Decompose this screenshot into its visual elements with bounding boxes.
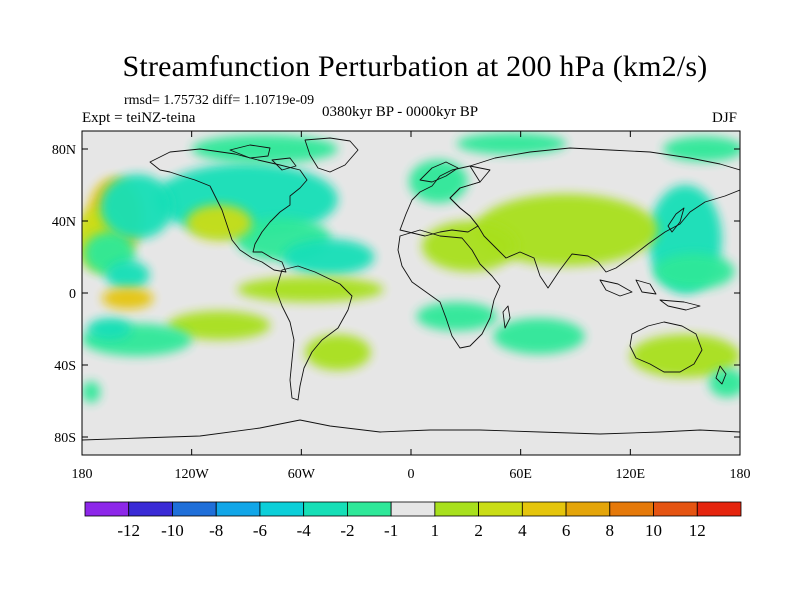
colorbar-swatch-8 xyxy=(434,501,480,517)
coast-africa xyxy=(397,229,501,349)
anomaly-blob-22 xyxy=(421,221,518,272)
anomaly-blob-6 xyxy=(283,239,375,275)
anomaly-blob-25 xyxy=(493,318,585,355)
colorbar-label-8: 2 xyxy=(474,521,483,540)
coast-asia xyxy=(449,147,740,289)
anomaly-blob-14 xyxy=(304,334,371,371)
y-tick-label-1: 40N xyxy=(52,215,76,230)
anomaly-blob-23 xyxy=(654,253,735,290)
x-tick-label-5: 120E xyxy=(616,467,646,482)
coast-canada-islands xyxy=(229,144,297,171)
colorbar-swatch-13 xyxy=(653,501,698,517)
x-axis: 180 120W 60W 0 60E 120E 180 xyxy=(72,131,751,482)
y-tick-label-0: 80N xyxy=(52,143,76,158)
experiment-label: Expt = teiNZ-teina xyxy=(82,110,196,126)
y-axis: 80N 40N 0 40S 80S xyxy=(52,143,740,446)
coast-australia xyxy=(629,321,703,373)
colorbar-swatch-7 xyxy=(390,501,436,517)
colorbar: -12 -10 -8 -6 -4 -2 -1 1 2 4 6 8 10 12 xyxy=(84,501,742,540)
x-tick-label-1: 120W xyxy=(175,467,210,482)
colorbar-label-7: 1 xyxy=(431,521,440,540)
anomaly-blob-18 xyxy=(456,132,567,155)
colorbar-swatch-4 xyxy=(259,501,305,517)
coast-greenland xyxy=(304,137,359,173)
y-tick-label-2: 0 xyxy=(69,287,76,302)
anomaly-blob-9 xyxy=(237,276,384,302)
colorbar-label-4: -4 xyxy=(297,521,312,540)
period-label: 0380kyr BP - 0000kyr BP xyxy=(322,104,479,120)
coast-madagascar xyxy=(502,305,511,329)
colorbar-label-13: 12 xyxy=(689,521,706,540)
colorbar-swatch-11 xyxy=(565,501,611,517)
colorbar-label-1: -10 xyxy=(161,521,184,540)
anomaly-blob-10 xyxy=(105,260,150,290)
colorbar-swatch-2 xyxy=(172,501,217,517)
colorbar-label-5: -2 xyxy=(340,521,354,540)
colorbar-label-3: -6 xyxy=(253,521,267,540)
x-tick-label-0: 180 xyxy=(72,467,93,482)
anomaly-blob-16 xyxy=(82,381,101,403)
x-tick-label-2: 60W xyxy=(288,467,316,482)
colorbar-swatch-0 xyxy=(84,501,130,517)
x-tick-label-6: 180 xyxy=(730,467,751,482)
anomaly-blob-24 xyxy=(416,302,497,331)
coast-antarctica xyxy=(82,419,740,441)
coast-japan xyxy=(667,207,685,233)
colorbar-label-11: 8 xyxy=(606,521,615,540)
anomaly-blob-7 xyxy=(191,134,338,164)
y-tick-label-4: 80S xyxy=(54,431,76,446)
colorbar-swatch-3 xyxy=(215,501,261,517)
colorbar-swatch-9 xyxy=(478,501,523,517)
colorbar-label-2: -8 xyxy=(209,521,223,540)
colorbar-swatch-6 xyxy=(346,501,392,517)
anomaly-blob-8 xyxy=(186,204,252,241)
colorbar-label-0: -12 xyxy=(117,521,140,540)
anomaly-blob-13 xyxy=(87,318,132,340)
anomaly-blob-21 xyxy=(474,194,658,266)
colorbar-swatch-10 xyxy=(521,501,567,517)
anomaly-blob-17 xyxy=(409,159,468,203)
chart-title: Streamfunction Perturbation at 200 hPa (… xyxy=(122,50,708,83)
anomaly-blob-11 xyxy=(167,311,271,340)
colorbar-swatch-12 xyxy=(609,501,654,517)
y-tick-label-3: 40S xyxy=(54,359,76,374)
anomaly-blob-4 xyxy=(100,174,174,240)
colorbar-label-9: 4 xyxy=(518,521,527,540)
anomaly-blob-26 xyxy=(630,334,740,378)
anomaly-layer xyxy=(82,132,740,403)
colorbar-label-6: -1 xyxy=(384,521,398,540)
coast-south-america xyxy=(275,265,353,401)
colorbar-swatch-5 xyxy=(303,501,348,517)
season-label: DJF xyxy=(712,110,738,126)
coast-new-zealand xyxy=(715,365,727,385)
x-tick-label-3: 0 xyxy=(408,467,415,482)
colorbar-swatch-14 xyxy=(696,501,742,517)
coast-southeast-asia xyxy=(599,279,701,311)
colorbar-label-10: 6 xyxy=(562,521,571,540)
coastlines xyxy=(82,137,740,441)
colorbar-label-12: 10 xyxy=(645,521,662,540)
colorbar-swatch-1 xyxy=(128,501,173,517)
stats-text: rmsd= 1.75732 diff= 1.10719e-09 xyxy=(124,93,315,108)
x-tick-label-4: 60E xyxy=(509,467,532,482)
anomaly-blob-19 xyxy=(663,136,740,162)
anomaly-blob-15 xyxy=(102,287,154,310)
coast-scandinavia xyxy=(419,161,459,183)
